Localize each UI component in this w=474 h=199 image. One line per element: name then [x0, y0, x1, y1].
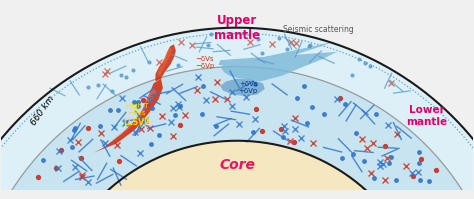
Polygon shape — [155, 44, 176, 81]
Polygon shape — [219, 42, 337, 81]
Text: Lower
mantle: Lower mantle — [406, 105, 447, 127]
Polygon shape — [0, 28, 474, 199]
Text: +δVs
+δVp: +δVs +δVp — [238, 81, 258, 94]
Text: Core: Core — [219, 158, 255, 172]
Text: 660 km: 660 km — [29, 95, 56, 128]
Text: High T
−δVs: High T −δVs — [126, 103, 148, 116]
Polygon shape — [157, 47, 172, 76]
Text: −δVs
−δVp: −δVs −δVp — [195, 56, 214, 69]
Text: Seismic scattering: Seismic scattering — [283, 25, 354, 34]
Text: Upper
mantle: Upper mantle — [214, 14, 260, 42]
Text: LLSVP: LLSVP — [124, 118, 150, 127]
Polygon shape — [93, 79, 163, 153]
Polygon shape — [67, 141, 407, 199]
Polygon shape — [220, 79, 265, 96]
Polygon shape — [0, 28, 474, 199]
Polygon shape — [112, 88, 156, 141]
